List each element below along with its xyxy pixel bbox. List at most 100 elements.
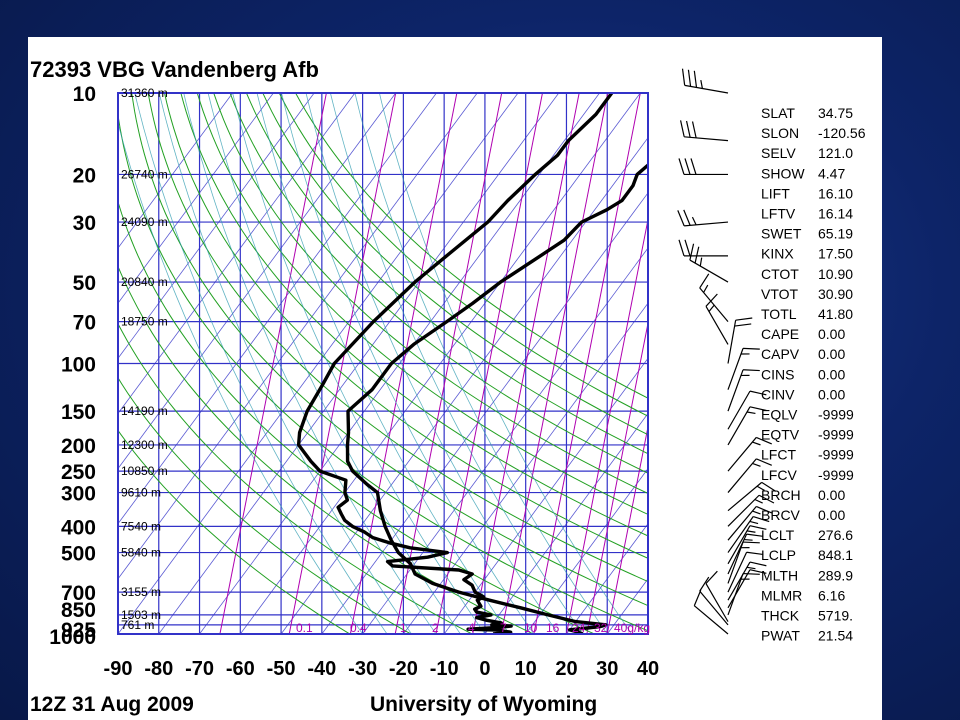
wind-barb-flag — [677, 210, 685, 227]
temperature-tick-label: 30 — [596, 658, 618, 680]
height-label: 761 m — [121, 618, 154, 632]
wind-barb-flag — [756, 458, 772, 466]
index-key: LFCV — [761, 467, 797, 483]
wind-barb-half-flag — [752, 441, 761, 446]
wind-barb-shaft — [727, 494, 760, 527]
temperature-tick-label: -60 — [226, 658, 255, 680]
wind-barb-shaft — [684, 221, 729, 227]
index-value: 30.90 — [818, 286, 853, 302]
wind-barb — [677, 209, 729, 227]
index-value: 34.75 — [818, 105, 853, 121]
mixing-ratio-line — [219, 93, 327, 634]
wind-barb-shaft — [727, 320, 737, 364]
moist-adiabat-line — [118, 121, 364, 634]
wind-barb-flag — [681, 68, 686, 86]
mixing-ratio-line — [288, 93, 397, 634]
wind-barb-shaft — [727, 533, 748, 575]
isotherm-line — [118, 93, 519, 634]
wind-barb — [727, 317, 753, 364]
mixing-ratio-label: 0.1 — [296, 621, 313, 635]
wind-barb-flag — [694, 246, 700, 264]
index-key: MLTH — [761, 567, 798, 583]
index-key: THCK — [761, 608, 800, 624]
index-key: LFTV — [761, 206, 796, 222]
wind-barb — [727, 569, 767, 609]
moist-adiabat-line — [330, 93, 584, 634]
mixing-ratio-line — [472, 93, 580, 634]
pressure-label: 250 — [61, 461, 96, 484]
mixing-ratio-label: 1 — [400, 621, 407, 635]
moist-adiabat-line — [232, 93, 486, 634]
dry-adiabat-line — [147, 93, 648, 583]
wind-barb — [679, 120, 729, 142]
temperature-tick-label: -10 — [430, 658, 459, 680]
wind-barb-shaft — [689, 259, 729, 283]
isotherm-line — [199, 93, 600, 634]
mixing-ratio-label: 0.4 — [350, 621, 367, 635]
wind-barb-flag — [699, 576, 710, 592]
height-label: 18750 m — [121, 315, 168, 329]
wind-barb-flag — [743, 572, 760, 575]
mixing-ratio-line — [533, 93, 641, 634]
index-value: -9999 — [818, 447, 854, 463]
wind-barb — [678, 158, 728, 176]
wind-barb — [678, 239, 728, 257]
wind-barb — [693, 590, 729, 635]
wind-barb — [727, 551, 764, 593]
mixing-ratio-label: 4 — [468, 621, 475, 635]
index-value: 276.6 — [818, 527, 853, 543]
index-key: CINV — [761, 386, 795, 402]
index-key: SHOW — [761, 165, 805, 181]
wind-barb — [699, 576, 729, 626]
wind-barb-half-flag — [749, 520, 759, 525]
index-value: 0.00 — [818, 366, 845, 382]
moist-adiabat-line — [354, 93, 608, 634]
index-key: PWAT — [761, 628, 800, 644]
wind-barb-flag — [685, 120, 691, 138]
wind-barb-flag — [679, 120, 685, 137]
wind-barb-flag — [749, 561, 767, 567]
isotherm-line — [118, 93, 274, 304]
sounding-profile — [296, 93, 648, 634]
wind-barb-shaft — [727, 458, 757, 493]
dry-adiabat-line — [180, 93, 648, 537]
dry-adiabat-line — [278, 93, 648, 417]
wind-barb-half-flag — [691, 216, 697, 226]
height-label: 14190 m — [121, 404, 168, 418]
pressure-label: 500 — [61, 543, 96, 566]
wind-barb-shaft — [727, 369, 744, 412]
wind-barb-half-flag — [746, 530, 756, 533]
index-key: CTOT — [761, 266, 799, 282]
index-key: EQLV — [761, 407, 798, 423]
wind-barb — [727, 406, 767, 446]
pressure-label: 850 — [61, 599, 96, 622]
wind-barb — [681, 68, 729, 94]
wind-barb-flag — [746, 533, 764, 537]
dry-adiabat-line — [118, 111, 648, 632]
pressure-label: 30 — [73, 212, 96, 235]
wind-barb — [727, 533, 764, 575]
moist-adiabat-lines — [118, 93, 633, 634]
wind-barb-flag — [705, 293, 718, 307]
stability-indices: SLAT 34.75 SLON -120.56 SELV 121.0 SHOW 4.47 LIF… — [761, 105, 866, 644]
wind-barb — [727, 561, 767, 601]
temperature-tick-label: 40 — [637, 658, 659, 680]
mixing-ratio-label: 2 — [432, 621, 439, 635]
wind-barb-flag — [758, 494, 775, 504]
wind-barb-half-flag — [703, 284, 709, 293]
height-label: 7540 m — [121, 519, 161, 533]
wind-barb — [727, 572, 760, 616]
wind-barb-flag — [761, 481, 777, 492]
height-label: 1503 m — [121, 608, 161, 622]
mixing-ratio-label: 7 — [500, 621, 507, 635]
isotherm-line — [566, 523, 648, 634]
index-value: 41.80 — [818, 306, 853, 322]
mixing-ratio-line — [565, 217, 648, 634]
mixing-ratio-label: 10 — [524, 621, 538, 635]
wind-barb-half-flag — [700, 79, 703, 89]
pressure-label: 925 — [61, 619, 96, 642]
wind-barb-shaft — [727, 406, 751, 446]
index-key: SLON — [761, 125, 799, 141]
isotherm-line — [118, 93, 233, 249]
index-key: CAPV — [761, 346, 800, 362]
